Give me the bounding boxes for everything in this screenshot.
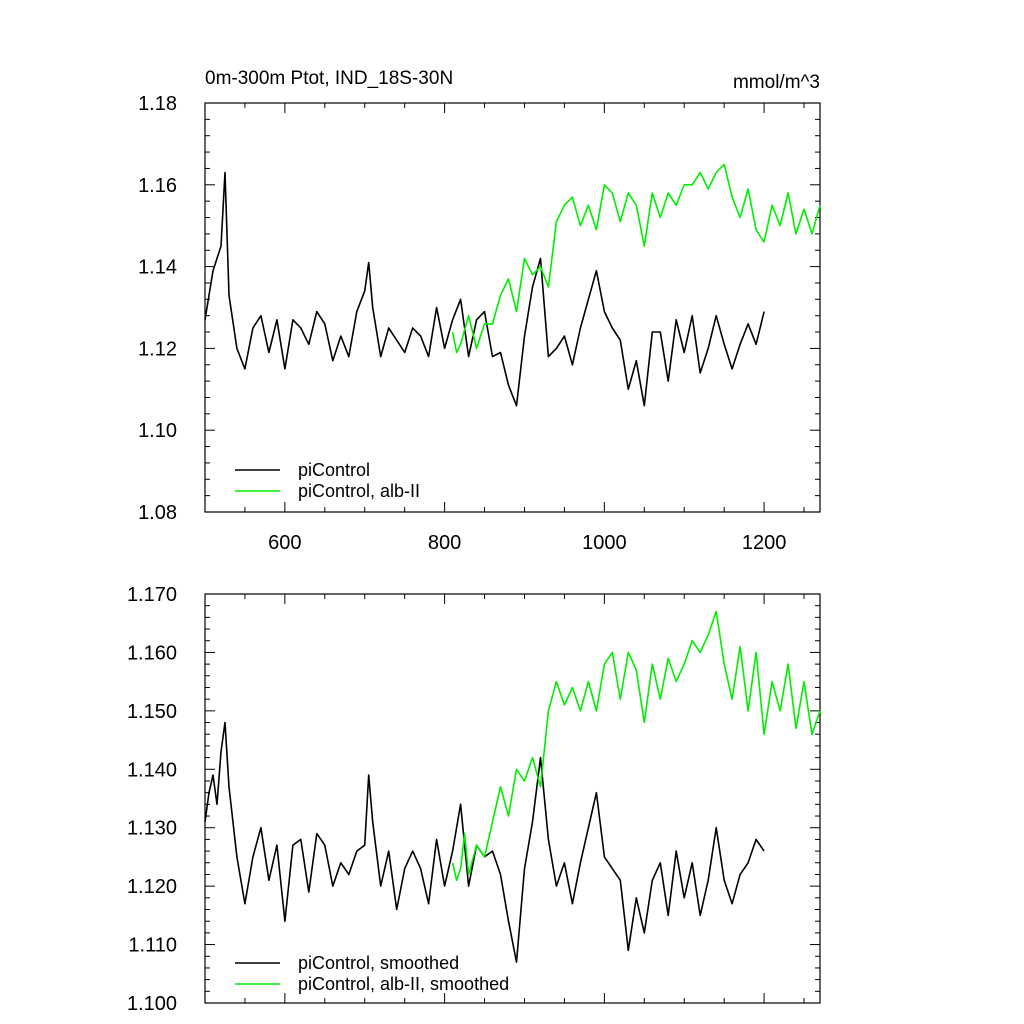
y-tick-label: 1.100 [127, 993, 177, 1015]
y-tick-label: 1.14 [138, 257, 177, 279]
legend-label: piControl [298, 460, 370, 480]
x-tick-label: 600 [268, 532, 301, 554]
y-tick-label: 1.170 [127, 584, 177, 606]
y-tick-label: 1.130 [127, 818, 177, 840]
y-tick-label: 1.150 [127, 701, 177, 723]
chart-title: 0m-300m Ptot, IND_18S-30N [205, 68, 453, 89]
x-tick-label: 800 [428, 532, 461, 554]
y-tick-label: 1.120 [127, 876, 177, 898]
legend-label: piControl, smoothed [298, 953, 459, 973]
series-line-picontrol-alb-ii [451, 163, 821, 354]
series-line-picontrol-alb-ii [451, 610, 821, 882]
series-line-picontrol [204, 171, 765, 407]
plot-frame [204, 102, 821, 513]
y-tick-label: 1.08 [138, 502, 177, 524]
y-tick-label: 1.18 [138, 93, 177, 115]
series-line-picontrol [204, 721, 765, 963]
y-tick-label: 1.10 [138, 420, 177, 442]
plot-frame [204, 593, 821, 1004]
y-tick-label: 1.12 [138, 338, 177, 360]
x-tick-label: 1000 [582, 532, 627, 554]
bottom-panel: 1.100 1.110 1.120 1.130 1.140 1.150 1.160 1.170… [127, 584, 821, 1015]
y-tick-label: 1.16 [138, 175, 177, 197]
y-tick-label: 1.110 [128, 935, 177, 957]
y-tick-label: 1.140 [127, 759, 177, 781]
legend-label: piControl, alb-II [298, 481, 420, 501]
x-tick-label: 1200 [742, 532, 787, 554]
y-tick-label: 1.160 [127, 642, 177, 664]
units-label: mmol/m^3 [733, 72, 820, 93]
top-panel: 600 800 1000 1200 1.08 1.10 1.12 1.14 1.16 1.18 pi… [138, 93, 821, 554]
legend-label: piControl, alb-II, smoothed [298, 974, 509, 994]
